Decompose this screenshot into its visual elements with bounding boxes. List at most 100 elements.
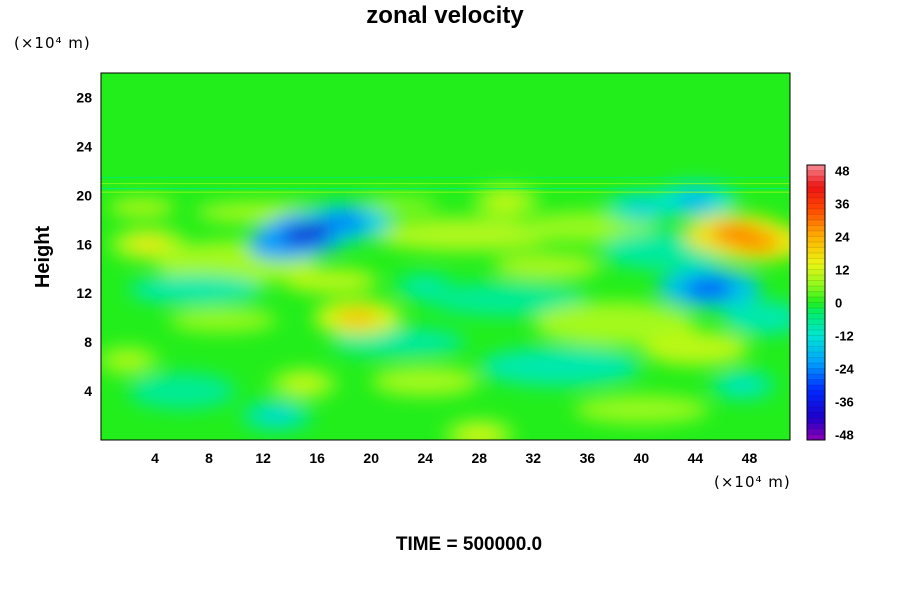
y-tick-label: 28 <box>76 89 92 105</box>
field-feature <box>462 428 496 440</box>
colorbar-swatch <box>806 208 826 216</box>
plot-frame <box>100 72 791 441</box>
x-tick-label: 28 <box>471 450 487 466</box>
colorbar-swatch <box>806 390 826 397</box>
field-patch <box>168 307 277 333</box>
colorbar-swatch <box>806 368 826 375</box>
field-feature <box>287 377 320 391</box>
field-patch <box>641 331 750 366</box>
colorbar-swatch <box>806 351 826 359</box>
field-patch <box>128 274 264 305</box>
plot-area <box>100 72 791 441</box>
x-tick-label: 8 <box>205 450 213 466</box>
x-tick-label: 32 <box>526 450 542 466</box>
colorbar-tick-label: -24 <box>835 362 855 377</box>
colorbar-tick-label: 36 <box>835 197 849 212</box>
colorbar-swatch <box>806 280 826 287</box>
tropopause-band <box>101 187 790 190</box>
field-patch <box>479 347 642 387</box>
colorbar-swatch <box>806 170 826 177</box>
y-tick-label: 4 <box>84 383 92 399</box>
colorbar-swatch <box>806 357 826 364</box>
y-axis-ticks: 4 8 12 16 20 24 28 <box>76 89 92 399</box>
field-patch <box>371 217 561 252</box>
field-feature <box>336 309 379 326</box>
colorbar-swatch <box>806 164 826 172</box>
tropopause-band <box>101 183 790 185</box>
colorbar-swatch <box>806 203 826 210</box>
colorbar-swatch <box>806 219 826 227</box>
colorbar: 48 36 24 12 0 -12 -24 -36 -48 <box>806 164 855 443</box>
colorbar-swatch <box>806 230 826 238</box>
colorbar-swatch <box>806 258 826 265</box>
colorbar-swatch <box>806 307 826 315</box>
colorbar-swatch <box>806 175 826 183</box>
colorbar-swatch <box>806 197 826 205</box>
time-label: TIME = 500000.0 <box>396 534 542 555</box>
x-tick-label: 36 <box>580 450 596 466</box>
colorbar-swatch <box>806 192 826 199</box>
field-patch <box>573 394 709 425</box>
x-tick-label: 4 <box>151 450 159 466</box>
tropopause-band <box>101 191 790 193</box>
colorbar-swatch <box>806 247 826 254</box>
colorbar-swatch <box>806 373 826 381</box>
colorbar-swatch <box>806 285 826 293</box>
colorbar-swatch <box>806 417 826 425</box>
field-feature <box>490 194 523 209</box>
x-tick-label: 12 <box>255 450 271 466</box>
field-feature <box>726 378 759 392</box>
y-tick-label: 16 <box>76 236 92 252</box>
field-patch <box>371 366 480 396</box>
colorbar-swatch <box>806 186 826 194</box>
colorbar-tick-label: 12 <box>835 263 849 278</box>
x-axis-unit: (×10⁴ m) <box>714 473 791 491</box>
colorbar-swatch <box>806 236 826 243</box>
colorbar-swatch <box>806 263 826 271</box>
x-axis-ticks: 4 8 12 16 20 24 28 32 36 40 44 48 <box>151 450 757 466</box>
colorbar-swatch <box>806 302 826 309</box>
colorbar-swatch <box>806 318 826 326</box>
colorbar-swatch <box>806 225 826 232</box>
x-tick-label: 40 <box>634 450 650 466</box>
colorbar-swatch <box>806 214 826 221</box>
colorbar-swatch <box>806 335 826 342</box>
y-axis-unit: (×10⁴ m) <box>14 34 91 52</box>
field-feature <box>113 354 144 367</box>
colorbar-swatch <box>806 434 826 441</box>
field-feature <box>259 408 294 423</box>
x-tick-label: 16 <box>309 450 325 466</box>
tropopause-bands <box>101 176 790 193</box>
colorbar-swatch <box>806 181 826 188</box>
colorbar-swatch <box>806 313 826 320</box>
field-patch <box>425 282 588 317</box>
field-patch <box>492 254 601 279</box>
colorbar-swatch <box>806 346 826 353</box>
velocity-field <box>101 176 790 440</box>
y-axis-label: Height <box>32 226 54 289</box>
colorbar-swatch <box>806 379 826 386</box>
colorbar-swatch <box>806 269 826 276</box>
colorbar-tick-label: 48 <box>835 164 849 179</box>
field-patch <box>722 300 790 335</box>
colorbar-swatch <box>806 241 826 249</box>
y-tick-label: 24 <box>76 138 92 154</box>
field-feature <box>675 192 716 209</box>
colorbar-tick-label: -48 <box>835 428 854 443</box>
colorbar-swatch <box>806 274 826 282</box>
y-tick-label: 8 <box>84 334 92 350</box>
colorbar-swatch <box>806 291 826 298</box>
colorbar-swatches <box>806 164 826 441</box>
colorbar-tick-label: 24 <box>835 230 850 245</box>
y-tick-label: 20 <box>76 187 92 203</box>
x-tick-label: 20 <box>363 450 379 466</box>
x-tick-label: 24 <box>417 450 433 466</box>
x-tick-label: 48 <box>742 450 758 466</box>
colorbar-swatch <box>806 428 826 436</box>
colorbar-swatch <box>806 423 826 430</box>
colorbar-swatch <box>806 406 826 414</box>
chart-title: zonal velocity <box>366 2 524 29</box>
colorbar-tick-label: 0 <box>835 296 842 311</box>
tropopause-band <box>101 176 790 179</box>
